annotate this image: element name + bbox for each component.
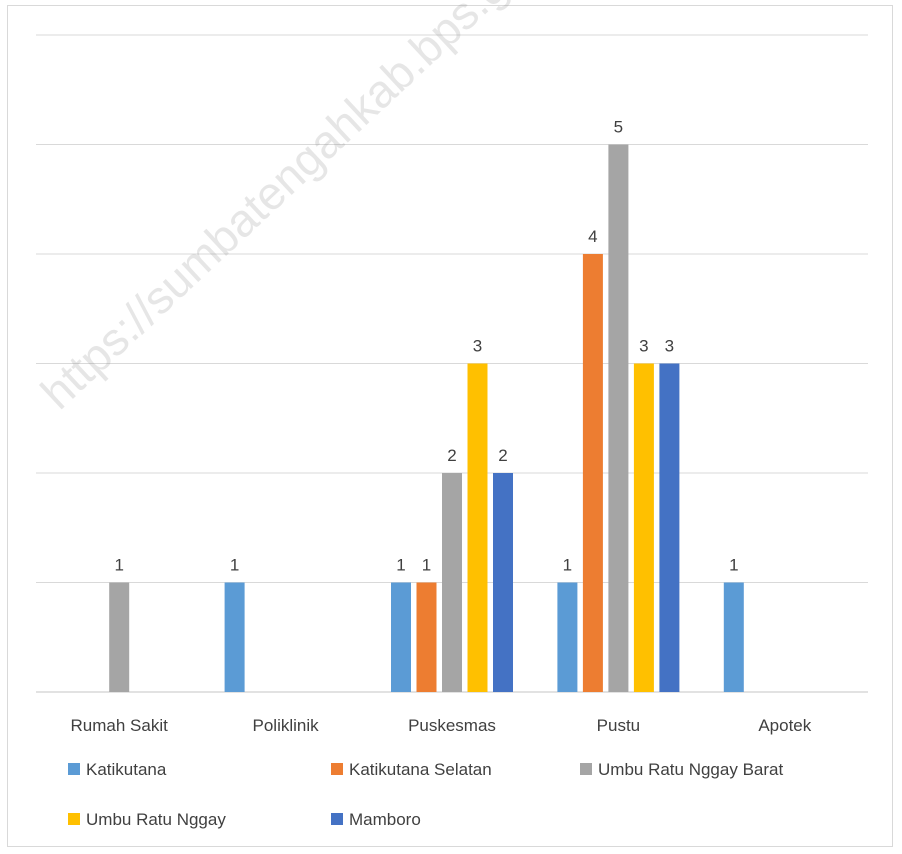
legend-label: Mamboro bbox=[349, 810, 421, 829]
legend-label: Umbu Ratu Nggay bbox=[86, 810, 226, 829]
bar bbox=[224, 582, 245, 692]
bar bbox=[659, 363, 680, 692]
data-label: 3 bbox=[473, 337, 482, 356]
bar bbox=[493, 473, 513, 692]
data-label: 2 bbox=[447, 446, 456, 465]
bar bbox=[467, 363, 488, 692]
chart-frame bbox=[7, 5, 893, 847]
legend-swatch bbox=[68, 813, 80, 825]
data-label: 3 bbox=[639, 337, 648, 356]
x-tick-label: Apotek bbox=[758, 716, 811, 735]
legend-label: Katikutana Selatan bbox=[349, 760, 492, 779]
x-tick-label: Rumah Sakit bbox=[71, 716, 169, 735]
data-label: 1 bbox=[396, 556, 405, 575]
data-label: 1 bbox=[563, 556, 572, 575]
bar bbox=[633, 363, 654, 692]
legend-swatch bbox=[331, 813, 343, 825]
x-tick-label: Pustu bbox=[597, 716, 640, 735]
legend-swatch bbox=[68, 763, 80, 775]
bar bbox=[442, 473, 462, 692]
bar bbox=[109, 582, 130, 692]
data-label: 1 bbox=[114, 556, 123, 575]
x-tick-label: Puskesmas bbox=[408, 716, 496, 735]
data-label: 4 bbox=[588, 227, 597, 246]
bar bbox=[608, 144, 629, 692]
legend-label: Katikutana bbox=[86, 760, 167, 779]
data-label: 1 bbox=[230, 556, 239, 575]
legend-label: Umbu Ratu Nggay Barat bbox=[598, 760, 783, 779]
legend-swatch bbox=[580, 763, 592, 775]
bar bbox=[557, 582, 578, 692]
bar bbox=[723, 582, 744, 692]
data-label: 1 bbox=[729, 556, 738, 575]
legend-swatch bbox=[331, 763, 343, 775]
data-label: 1 bbox=[422, 556, 431, 575]
data-label: 5 bbox=[614, 118, 623, 137]
bar bbox=[416, 582, 437, 692]
data-label: 2 bbox=[498, 446, 507, 465]
data-label: 3 bbox=[665, 337, 674, 356]
x-tick-label: Poliklinik bbox=[253, 716, 320, 735]
bar bbox=[582, 254, 603, 692]
bar bbox=[391, 582, 411, 692]
